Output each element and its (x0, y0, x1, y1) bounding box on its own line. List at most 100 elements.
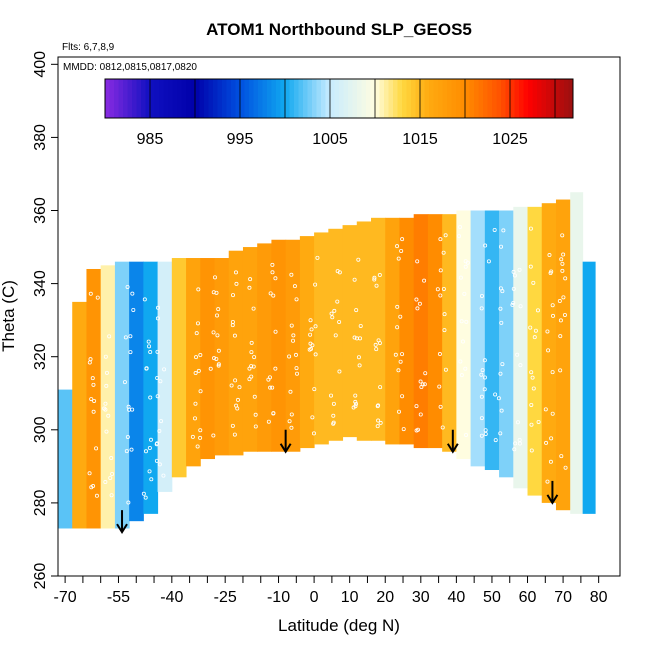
track-point (551, 313, 556, 318)
track-point (511, 301, 516, 306)
x-tick-label: 0 (310, 589, 319, 606)
x-tick-label: 40 (447, 589, 465, 606)
track-point (479, 433, 484, 438)
track-point (92, 398, 97, 403)
y-tick-label: 320 (32, 343, 49, 370)
field-column (513, 206, 529, 489)
field-column (257, 243, 272, 452)
track-point (143, 495, 148, 500)
track-point (126, 404, 131, 409)
track-point (253, 412, 258, 417)
field-column (499, 210, 514, 478)
track-point (309, 327, 314, 332)
track-point (442, 328, 447, 333)
colorbar-cell (487, 79, 493, 118)
y-axis-label: Theta (C) (0, 280, 18, 352)
track-point (464, 432, 469, 437)
colorbar-cell (303, 79, 308, 118)
track-point (517, 267, 522, 272)
track-point (248, 277, 253, 282)
field-column (328, 228, 344, 441)
track-point (155, 316, 160, 321)
track-point (273, 329, 278, 334)
track-point (268, 385, 273, 390)
track-point (510, 302, 515, 307)
colorbar-cell (537, 79, 542, 118)
track-point (313, 324, 318, 329)
colorbar-cell (424, 79, 430, 118)
track-point (155, 376, 160, 381)
arrows (116, 429, 559, 535)
colorbar-cell (177, 79, 182, 118)
track-point (215, 313, 220, 318)
track-point (463, 366, 468, 371)
arrow-head (546, 494, 559, 505)
colorbar-cell (262, 79, 268, 118)
field-column (214, 258, 230, 456)
colorbar-cell (231, 79, 236, 118)
field-column (399, 217, 415, 445)
field-column (356, 221, 372, 441)
x-tick-label: 10 (341, 589, 359, 606)
track-point (249, 340, 254, 345)
track-point (550, 303, 555, 308)
colorbar-cell (388, 79, 394, 118)
field-column (456, 210, 472, 460)
track-point (529, 448, 534, 453)
track-point (130, 407, 135, 412)
track-point (216, 362, 221, 367)
colorbar-cell (469, 79, 475, 118)
colorbar-cell (154, 79, 160, 118)
track-point (352, 277, 357, 282)
track-point (511, 286, 516, 291)
x-tick-label: 80 (590, 589, 608, 606)
track-point (154, 442, 159, 447)
colorbar-cell (172, 79, 178, 118)
track-point (373, 342, 378, 347)
field-column (157, 261, 173, 492)
track-point (498, 371, 503, 376)
track-point (270, 385, 275, 390)
field-column (470, 210, 486, 467)
colorbar-cell (321, 79, 326, 118)
field-column (200, 258, 216, 460)
track-point (419, 385, 424, 390)
track-point (230, 320, 235, 325)
track-point (356, 355, 361, 360)
track-point (443, 367, 448, 372)
track-point (130, 291, 135, 296)
x-tick-label: -70 (54, 589, 77, 606)
colorbar-cell (505, 79, 511, 118)
track-point (289, 323, 294, 328)
track-point (352, 335, 357, 340)
track-point (528, 264, 533, 269)
colorbar-cell (208, 79, 214, 118)
track-point (437, 384, 442, 389)
track-point (400, 394, 405, 399)
y-tick-label: 400 (32, 51, 49, 78)
track-point (329, 311, 334, 316)
track-point (147, 446, 152, 451)
colorbar-cell (127, 79, 133, 118)
track-point (358, 323, 363, 328)
track-point (374, 347, 379, 352)
colorbar-cell (226, 79, 232, 118)
track-point (498, 286, 503, 291)
colorbar-cell (141, 79, 146, 118)
track-point (109, 456, 114, 461)
y-tick-label: 260 (32, 563, 49, 590)
colorbar-cell (564, 79, 569, 118)
track-point (294, 297, 299, 302)
field-column (228, 250, 244, 456)
track-point (234, 281, 239, 286)
track-point (193, 401, 198, 406)
x-tick-label: 70 (554, 589, 572, 606)
track-point (562, 312, 567, 317)
track-point (531, 386, 536, 391)
track-point (270, 262, 275, 267)
track-point (511, 269, 516, 274)
track-point (196, 287, 201, 292)
track-point (216, 348, 221, 353)
track-point (91, 409, 96, 414)
